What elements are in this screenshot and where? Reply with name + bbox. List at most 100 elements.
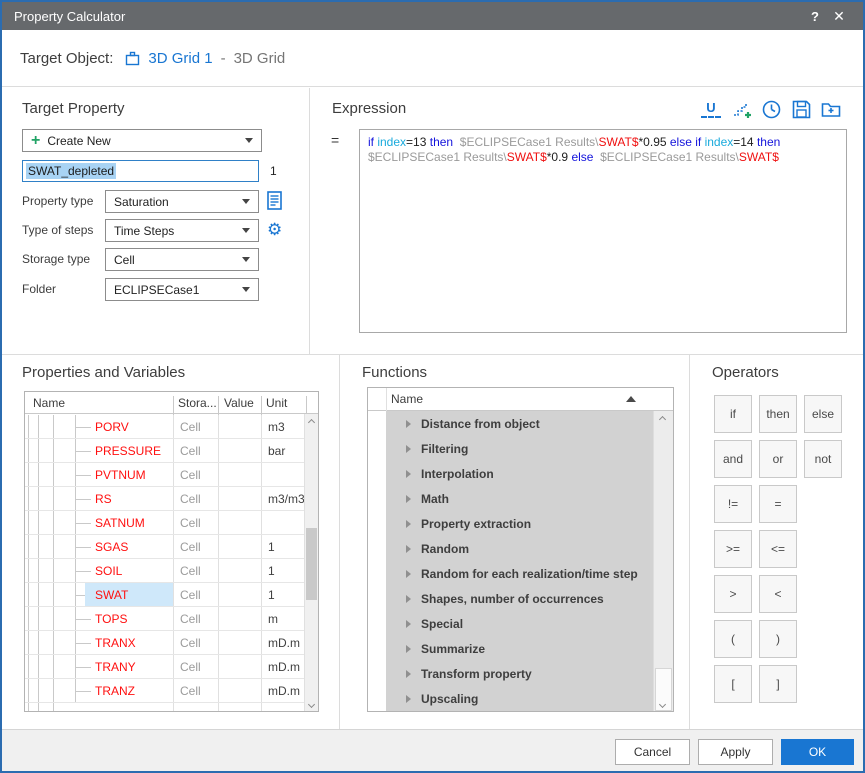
functions-column-header[interactable]: Name: [391, 392, 423, 406]
sort-ascending-icon[interactable]: [626, 396, 636, 402]
scroll-up-icon[interactable]: [659, 415, 666, 422]
apply-button[interactable]: Apply: [698, 739, 773, 765]
function-category-item[interactable]: Summarize: [386, 636, 655, 661]
table-row[interactable]: SGASCell1: [25, 535, 304, 559]
create-new-dropdown[interactable]: + Create New: [22, 129, 262, 152]
storage-type-dropdown[interactable]: Cell: [105, 248, 259, 271]
template-report-icon[interactable]: [267, 191, 282, 210]
expand-arrow-icon[interactable]: [406, 620, 411, 628]
operator-button[interactable]: >=: [714, 530, 752, 568]
property-name-cell[interactable]: PVTNUM: [95, 468, 146, 482]
table-row[interactable]: TRANZCellmD.m: [25, 679, 304, 703]
table-row[interactable]: PVTNUMCell: [25, 463, 304, 487]
scroll-down-icon[interactable]: [308, 700, 315, 707]
function-category-item[interactable]: Distance from object: [386, 411, 655, 436]
column-header-value[interactable]: Value: [224, 396, 254, 410]
table-row[interactable]: RSCellm3/m3: [25, 487, 304, 511]
function-category-item[interactable]: Filtering: [386, 436, 655, 461]
table-row[interactable]: SATNUMCell: [25, 511, 304, 535]
operator-button[interactable]: then: [759, 395, 797, 433]
table-row[interactable]: TOPSCellm: [25, 607, 304, 631]
scrollbar-thumb[interactable]: [306, 528, 317, 600]
function-category-item[interactable]: Property extraction: [386, 511, 655, 536]
underline-validate-icon[interactable]: U: [701, 101, 721, 118]
operator-button[interactable]: [: [714, 665, 752, 703]
expand-arrow-icon[interactable]: [406, 470, 411, 478]
functions-table-header[interactable]: Name: [368, 388, 673, 411]
property-type-dropdown[interactable]: Saturation: [105, 190, 259, 213]
operator-button[interactable]: >: [714, 575, 752, 613]
expand-arrow-icon[interactable]: [406, 420, 411, 428]
column-header-unit[interactable]: Unit: [266, 396, 287, 410]
table-row[interactable]: SWATCell1: [25, 583, 304, 607]
operator-button[interactable]: or: [759, 440, 797, 478]
expression-text[interactable]: if index=13 then $ECLIPSECase1 Results\S…: [359, 129, 847, 333]
expand-arrow-icon[interactable]: [406, 545, 411, 553]
operator-button[interactable]: <=: [759, 530, 797, 568]
type-of-steps-dropdown[interactable]: Time Steps: [105, 219, 259, 242]
property-name-cell[interactable]: TRANY: [95, 660, 136, 674]
operator-button[interactable]: ): [759, 620, 797, 658]
ok-button[interactable]: OK: [781, 739, 854, 765]
column-header-storage[interactable]: Stora...: [178, 396, 217, 410]
add-steps-icon[interactable]: [731, 99, 751, 119]
property-name-cell[interactable]: RS: [95, 492, 112, 506]
property-name-cell[interactable]: SOIL: [95, 564, 122, 578]
expand-arrow-icon[interactable]: [406, 445, 411, 453]
property-name-cell[interactable]: SATNUM: [95, 516, 145, 530]
expand-arrow-icon[interactable]: [406, 645, 411, 653]
property-name-cell[interactable]: TRANZ: [95, 684, 135, 698]
function-category-item[interactable]: Special: [386, 611, 655, 636]
expand-arrow-icon[interactable]: [406, 670, 411, 678]
operator-button[interactable]: and: [714, 440, 752, 478]
operator-button[interactable]: <: [759, 575, 797, 613]
folder-dropdown[interactable]: ECLIPSECase1: [105, 278, 259, 301]
expand-arrow-icon[interactable]: [406, 495, 411, 503]
function-category-item[interactable]: Math: [386, 486, 655, 511]
table-row[interactable]: TRANYCellmD.m: [25, 655, 304, 679]
expand-arrow-icon[interactable]: [406, 520, 411, 528]
column-header-name[interactable]: Name: [33, 396, 65, 410]
function-category-item[interactable]: Shapes, number of occurrences: [386, 586, 655, 611]
property-name-cell[interactable]: PRESSURE: [95, 444, 161, 458]
history-icon[interactable]: [761, 99, 781, 119]
property-name-cell[interactable]: TRANX: [95, 636, 136, 650]
help-button[interactable]: ?: [803, 9, 827, 24]
target-object-name[interactable]: 3D Grid 1: [148, 50, 212, 67]
operator-button[interactable]: =: [759, 485, 797, 523]
operator-button[interactable]: else: [804, 395, 842, 433]
function-category-item[interactable]: Random: [386, 536, 655, 561]
operator-button[interactable]: !=: [714, 485, 752, 523]
table-row[interactable]: PORVCellm3: [25, 415, 304, 439]
operator-button[interactable]: not: [804, 440, 842, 478]
operator-button[interactable]: (: [714, 620, 752, 658]
scroll-up-icon[interactable]: [308, 418, 315, 425]
titlebar[interactable]: Property Calculator ? ✕: [2, 2, 863, 30]
table-row[interactable]: TRANXCellmD.m: [25, 631, 304, 655]
property-name-cell[interactable]: SWAT: [95, 588, 128, 602]
open-folder-icon[interactable]: [821, 99, 841, 119]
property-name-cell[interactable]: SGAS: [95, 540, 128, 554]
operator-button[interactable]: ]: [759, 665, 797, 703]
function-category-item[interactable]: Random for each realization/time step: [386, 561, 655, 586]
property-name-input[interactable]: SWAT_depleted: [22, 160, 259, 182]
function-category-item[interactable]: Upscaling: [386, 686, 655, 711]
property-name-cell[interactable]: TOPS: [95, 612, 127, 626]
expand-arrow-icon[interactable]: [406, 595, 411, 603]
properties-table-header[interactable]: Name Stora... Value Unit: [25, 392, 318, 414]
expand-arrow-icon[interactable]: [406, 695, 411, 703]
gear-icon[interactable]: ⚙: [267, 221, 282, 238]
functions-scrollbar[interactable]: [653, 411, 673, 711]
close-button[interactable]: ✕: [827, 8, 851, 25]
expand-arrow-icon[interactable]: [406, 570, 411, 578]
table-row[interactable]: SOILCell1: [25, 559, 304, 583]
cancel-button[interactable]: Cancel: [615, 739, 690, 765]
function-category-item[interactable]: Transform property: [386, 661, 655, 686]
save-icon[interactable]: [791, 99, 811, 119]
properties-scrollbar[interactable]: [304, 414, 318, 711]
table-row[interactable]: PRESSURECellbar: [25, 439, 304, 463]
scroll-down-icon[interactable]: [659, 700, 666, 707]
operator-button[interactable]: if: [714, 395, 752, 433]
function-category-item[interactable]: Interpolation: [386, 461, 655, 486]
property-name-cell[interactable]: PORV: [95, 420, 129, 434]
